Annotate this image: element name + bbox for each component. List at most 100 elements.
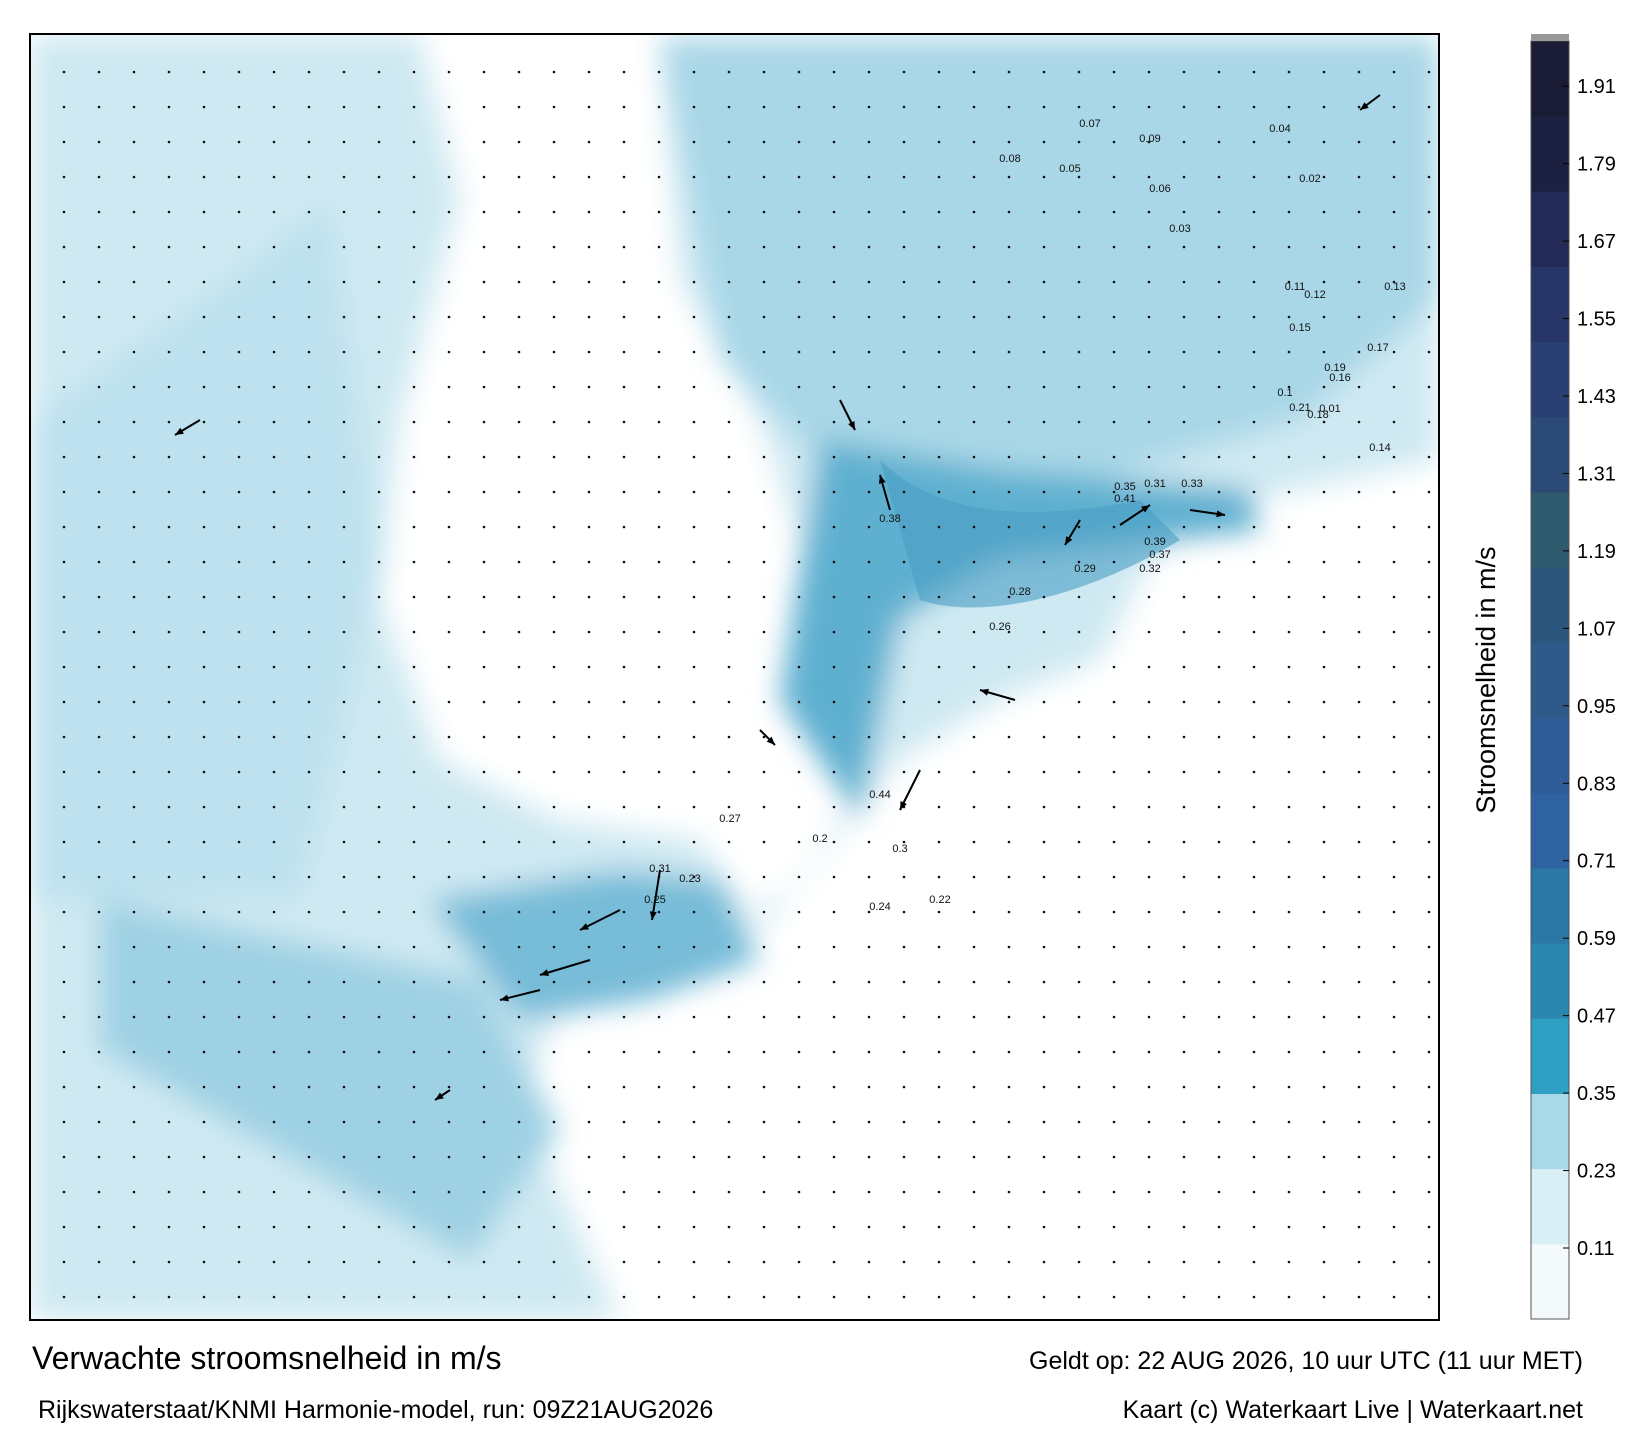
grid-dot: [97, 805, 101, 809]
grid-dot: [1147, 1155, 1151, 1159]
grid-dot: [167, 175, 171, 179]
grid-dot: [552, 140, 556, 144]
grid-dot: [1357, 1155, 1361, 1159]
grid-dot: [377, 1120, 381, 1124]
grid-dot: [132, 980, 136, 984]
grid-dot: [342, 175, 346, 179]
grid-dot: [412, 1190, 416, 1194]
grid-dot: [447, 210, 451, 214]
grid-dot: [622, 875, 626, 879]
grid-dot: [657, 1190, 661, 1194]
grid-dot: [832, 280, 836, 284]
grid-dot: [972, 455, 976, 459]
grid-dot: [797, 1050, 801, 1054]
grid-dot: [412, 700, 416, 704]
grid-dot: [1392, 105, 1396, 109]
grid-dot: [692, 210, 696, 214]
grid-dot: [1252, 1120, 1256, 1124]
grid-dot: [1357, 980, 1361, 984]
grid-dot: [727, 665, 731, 669]
grid-dot: [1357, 735, 1361, 739]
grid-dot: [1217, 735, 1221, 739]
grid-dot: [937, 840, 941, 844]
grid-dot: [1287, 315, 1291, 319]
grid-dot: [167, 770, 171, 774]
grid-dot: [1007, 665, 1011, 669]
grid-dot: [902, 245, 906, 249]
grid-dot: [1252, 770, 1256, 774]
grid-dot: [1252, 105, 1256, 109]
grid-dot: [1287, 210, 1291, 214]
grid-dot: [412, 840, 416, 844]
grid-dot: [1077, 910, 1081, 914]
grid-dot: [62, 385, 66, 389]
grid-dot: [167, 315, 171, 319]
grid-dot: [1392, 1155, 1396, 1159]
grid-dot: [377, 770, 381, 774]
grid-dot: [202, 1295, 206, 1299]
grid-dot: [97, 420, 101, 424]
grid-dot: [167, 805, 171, 809]
grid-dot: [1287, 1190, 1291, 1194]
grid-dot: [132, 560, 136, 564]
grid-dot: [1182, 70, 1186, 74]
grid-dot: [1287, 1050, 1291, 1054]
grid-dot: [272, 70, 276, 74]
grid-dot: [167, 1155, 171, 1159]
grid-dot: [727, 945, 731, 949]
grid-dot: [832, 315, 836, 319]
grid-dot: [1252, 910, 1256, 914]
grid-dot: [237, 735, 241, 739]
grid-dot: [832, 245, 836, 249]
grid-dot: [762, 315, 766, 319]
value-label: 0.38: [879, 513, 900, 525]
colorbar-tick-label: 0.71: [1577, 851, 1616, 873]
grid-dot: [867, 1015, 871, 1019]
grid-dot: [797, 1120, 801, 1124]
value-label: 0.39: [1144, 536, 1165, 548]
grid-dot: [552, 1015, 556, 1019]
grid-dot: [167, 840, 171, 844]
grid-dot: [832, 700, 836, 704]
grid-dot: [307, 700, 311, 704]
grid-dot: [1217, 980, 1221, 984]
grid-dot: [482, 735, 486, 739]
grid-dot: [727, 875, 731, 879]
grid-dot: [1007, 420, 1011, 424]
grid-dot: [727, 1295, 731, 1299]
grid-dot: [342, 770, 346, 774]
grid-dot: [657, 1085, 661, 1089]
grid-dot: [762, 1225, 766, 1229]
grid-dot: [1077, 840, 1081, 844]
grid-dot: [447, 910, 451, 914]
grid-dot: [1112, 175, 1116, 179]
grid-dot: [1112, 595, 1116, 599]
grid-dot: [1112, 840, 1116, 844]
grid-dot: [1182, 1225, 1186, 1229]
arrow-head: [766, 736, 775, 745]
grid-dot: [1007, 1295, 1011, 1299]
grid-dot: [1182, 735, 1186, 739]
grid-dot: [622, 1155, 626, 1159]
grid-dot: [1392, 665, 1396, 669]
grid-dot: [97, 980, 101, 984]
grid-dot: [482, 455, 486, 459]
grid-dot: [692, 1050, 696, 1054]
grid-dot: [692, 700, 696, 704]
grid-dot: [1392, 1260, 1396, 1264]
grid-dot: [1007, 840, 1011, 844]
grid-dot: [797, 770, 801, 774]
grid-dot: [762, 1050, 766, 1054]
grid-dot: [62, 665, 66, 669]
grid-dot: [1182, 1085, 1186, 1089]
grid-dot: [237, 350, 241, 354]
grid-dot: [62, 350, 66, 354]
grid-dot: [587, 105, 591, 109]
grid-dot: [1112, 350, 1116, 354]
grid-dot: [937, 1225, 941, 1229]
grid-dot: [1042, 700, 1046, 704]
grid-dot: [377, 175, 381, 179]
colorbar-tick-label: 0.11: [1577, 1238, 1614, 1260]
grid-dot: [972, 595, 976, 599]
grid-dot: [202, 420, 206, 424]
